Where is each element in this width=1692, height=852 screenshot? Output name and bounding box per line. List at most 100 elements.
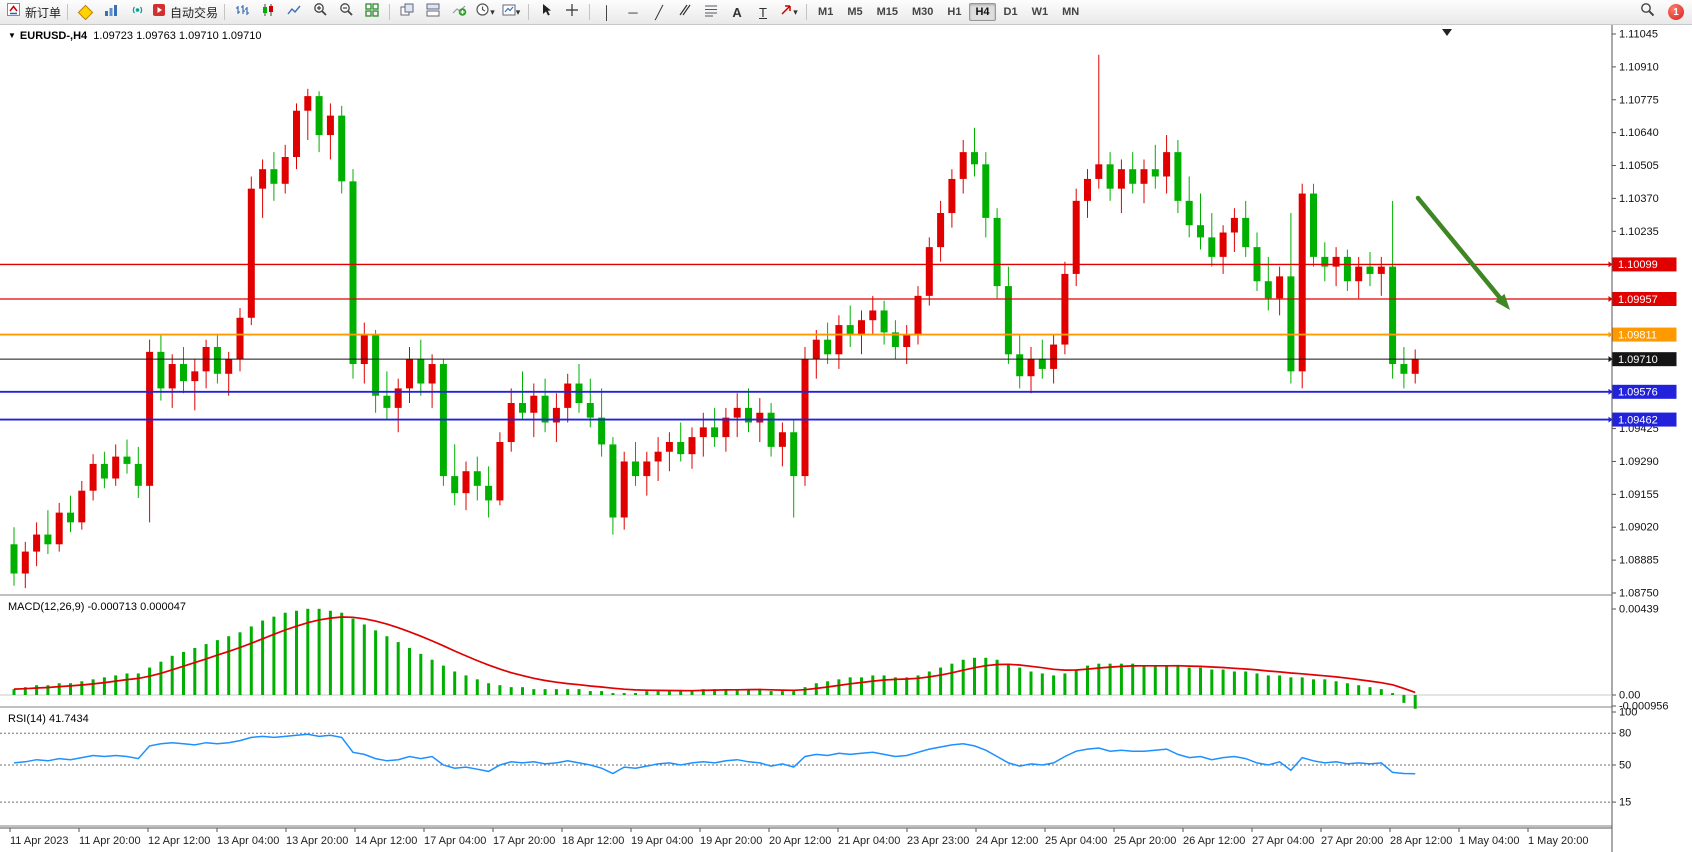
rsi-axis-label: 15	[1619, 797, 1631, 809]
macd-bar	[328, 610, 332, 695]
timeframe-h4-button[interactable]: H4	[969, 3, 996, 21]
candle-body	[1027, 359, 1035, 377]
tile-windows-button[interactable]	[359, 2, 385, 22]
macd-bar	[1153, 665, 1157, 695]
timeframe-m15-button[interactable]: M15	[876, 6, 898, 18]
trendline-button[interactable]: ╱	[646, 2, 672, 22]
trend-arrow[interactable]	[1415, 195, 1503, 300]
price-badge	[1612, 292, 1677, 307]
candle-body	[778, 432, 786, 447]
candle-body	[1084, 178, 1091, 201]
indicators-button[interactable]	[446, 2, 472, 22]
candle-body	[406, 359, 413, 389]
price-axis-label: 1.10370	[1619, 193, 1659, 205]
candle-body	[835, 325, 843, 355]
text-label-button[interactable]: T	[750, 2, 776, 22]
search-button[interactable]	[1634, 2, 1660, 22]
toolbar-separator	[67, 4, 69, 20]
timeframe-m5-button[interactable]: M5	[847, 6, 863, 18]
macd-bar	[871, 675, 875, 695]
candle-body	[1355, 266, 1363, 282]
macd-bar	[724, 689, 728, 695]
time-axis-label: 24 Apr 12:00	[976, 835, 1038, 847]
notification-badge[interactable]: 1	[1668, 4, 1684, 20]
candle-body	[1174, 152, 1182, 201]
candle-body	[1061, 273, 1069, 345]
macd-bar	[227, 636, 231, 695]
search-icon	[1640, 2, 1655, 22]
price-badge-label: 1.09811	[1618, 329, 1657, 341]
signals-button[interactable]	[124, 2, 150, 22]
vertical-line-button[interactable]: │	[594, 2, 620, 22]
macd-bar	[215, 640, 219, 695]
candle-body	[1016, 354, 1024, 377]
macd-bar	[1244, 671, 1248, 695]
text-label-icon: T	[759, 4, 767, 20]
channel-button[interactable]	[672, 2, 698, 22]
macd-bar	[713, 689, 717, 695]
metaeditor-button[interactable]	[72, 2, 98, 22]
templates-button[interactable]: ▾	[498, 2, 524, 22]
macd-bar	[1312, 679, 1315, 695]
macd-bar	[1379, 689, 1383, 695]
price-badge-label: 1.09957	[1618, 294, 1658, 306]
candle-body	[1287, 276, 1295, 372]
price-badge-label: 1.10099	[1618, 259, 1658, 271]
candle-body	[1366, 266, 1374, 274]
macd-bar	[419, 653, 423, 695]
candlestick-chart-button[interactable]	[255, 2, 281, 22]
candle-body	[1377, 266, 1385, 274]
macd-bar	[498, 685, 502, 695]
horizontal-line-button[interactable]: ─	[620, 2, 646, 22]
crosshair-button[interactable]	[559, 2, 585, 22]
timeframe-m30-button[interactable]: M30	[912, 6, 934, 18]
market-watch-button[interactable]	[98, 2, 124, 22]
macd-bar	[837, 679, 841, 695]
text-button[interactable]: A	[724, 2, 750, 22]
macd-bar	[204, 644, 208, 695]
timeframe-h1-button[interactable]: H1	[947, 6, 962, 18]
timeframe-d1-button[interactable]: D1	[1003, 6, 1018, 18]
zoom-out-button[interactable]	[333, 2, 359, 22]
arrange-windows-button[interactable]	[420, 2, 446, 22]
candle-body	[213, 346, 221, 374]
metaeditor-icon	[77, 4, 93, 20]
candle-body	[699, 427, 707, 438]
macd-bar	[1300, 677, 1304, 695]
macd-bar	[588, 691, 592, 695]
zoom-in-button[interactable]	[307, 2, 333, 22]
candle-body	[507, 403, 515, 442]
macd-bar	[1232, 671, 1236, 695]
candle-body	[372, 334, 380, 396]
timeframe-mn-button[interactable]: MN	[1062, 6, 1080, 18]
macd-bar	[973, 657, 976, 695]
candle-body	[824, 339, 832, 355]
cascade-windows-button[interactable]	[394, 2, 420, 22]
candle-body	[801, 359, 809, 477]
macd-bar	[1142, 665, 1146, 695]
new-order-button[interactable]: 新订单	[4, 2, 63, 22]
candle-body	[632, 461, 639, 477]
scroll-to-end-marker[interactable]	[1442, 29, 1452, 36]
shapes-button[interactable]: ▾	[776, 2, 802, 22]
trendline-icon: ╱	[655, 4, 663, 20]
candle-body	[880, 310, 888, 333]
crosshair-icon	[565, 3, 579, 22]
fibonacci-button[interactable]	[698, 2, 724, 22]
timeframe-w1-button[interactable]: W1	[1031, 6, 1049, 18]
market-watch-icon	[104, 3, 118, 22]
line-chart-button[interactable]	[281, 2, 307, 22]
candle-body	[112, 456, 120, 479]
autotrading-button[interactable]: 自动交易	[150, 2, 220, 22]
periods-button[interactable]: ▾	[472, 2, 498, 22]
macd-bar	[735, 689, 739, 695]
time-axis-label: 20 Apr 12:00	[769, 835, 831, 847]
macd-bar	[1029, 671, 1033, 695]
symbol-dropdown-icon[interactable]: ▼	[8, 31, 16, 40]
cursor-button[interactable]	[533, 2, 559, 22]
bar-chart-button[interactable]	[229, 2, 255, 22]
macd-bar	[1334, 681, 1338, 695]
candle-body	[1298, 193, 1306, 372]
timeframe-m1-button[interactable]: M1	[818, 6, 834, 18]
